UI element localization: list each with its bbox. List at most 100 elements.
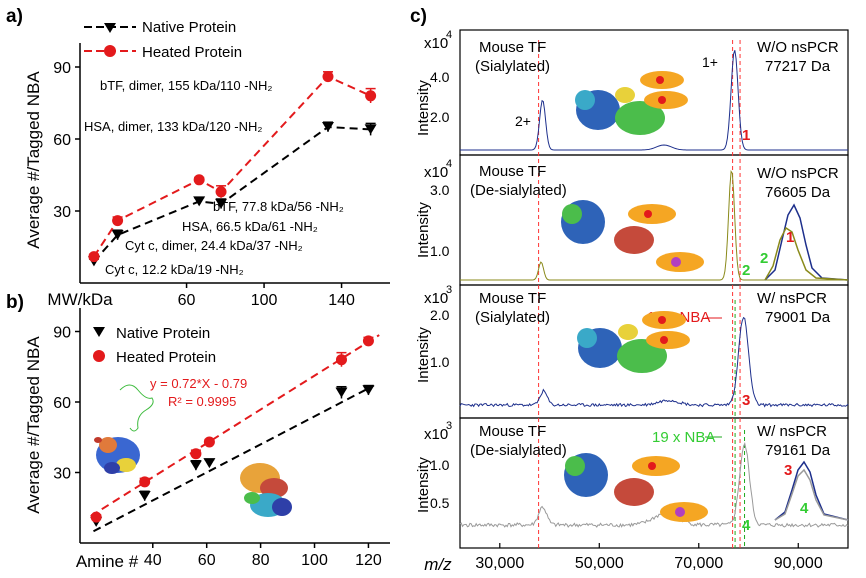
spectrum-4-form: (De-sialylated) [470,442,567,459]
spectrum-3-exponent: 3 [446,284,452,296]
panel-a-legend: Native Protein Heated Protein [84,19,242,61]
annotation-hsa-dimer: HSA, dimer, 133 kDa/120 -NH₂ [84,119,262,134]
spectrum-1-ytick-1: 2.0 [430,109,450,125]
panel-a-axes [79,43,390,284]
panel-b-fit-line-heated [90,334,380,517]
spectrum-2-form: (De-sialylated) [470,182,567,199]
spectrum-3-form: (Sialylated) [475,309,550,326]
spectrum-3-exponent-base: x10 [424,290,448,307]
spectrum-3-ylabel: Intensity [415,327,432,383]
panel-b-xtick-label: 100 [301,552,328,569]
panel-a-point-native [111,230,124,240]
protein-structure-hsa-picture [94,384,154,474]
spectrum-4-trace [459,441,849,528]
panel-b-xtick-label: 120 [355,552,382,569]
panel-a-ytick-label: 60 [53,132,71,149]
panel-b-xtick-label: 40 [144,552,162,569]
panel-b-point-native [203,458,216,469]
panel-c-label: c) [410,6,427,27]
panel-a-point-native [364,124,377,135]
panel-b-point-heated [139,476,151,488]
panel-b-point-heated [190,448,202,460]
spectrum-3-ytick-0: 2.0 [430,307,450,323]
panel-a-ytick-label: 30 [53,204,71,221]
spectrum-4-ytick-0: 1.0 [430,457,450,473]
panel-b-legend-heated: Heated Protein [116,349,216,366]
panel-b-point-native [189,460,202,471]
spectrum-1-condition: W/O nsPCR [757,39,839,56]
spectrum-1-form: (Sialylated) [475,58,550,75]
panel-b-point-native [362,385,375,396]
panel-b-point-heated [362,335,374,347]
panel-a-point-native [193,196,206,207]
panel-b-legend: Native Protein Heated Protein [93,325,216,366]
spectrum-3-mass: 79001 Da [765,309,831,326]
panel-a-label: a) [6,6,23,27]
spectrum-1-sample: Mouse TF [479,39,546,56]
spectrum-4-inset-label-3: 3 [784,462,792,479]
panel-a-xlabel: MW/kDa [47,290,113,309]
panel-b-point-heated [335,354,347,366]
spectrum-2-trace [460,170,848,281]
panel-b-point-native [335,387,348,398]
spectrum-1-charge-2: 2+ [515,113,531,129]
spectrum-2-inset-trace-2 [764,226,849,281]
panel-a-ylabel: Average #/Tagged NBA [24,71,43,249]
spectrum-3-condition: W/ nsPCR [757,290,827,307]
spectrum-2-inset-label-2: 2 [760,250,768,267]
panel-b-label: b) [6,292,24,313]
spectrum-4-number: 4 [742,517,751,534]
spectrum-4-inset-trace-3 [774,460,849,521]
protein-structure-btf-picture [240,463,292,517]
spectrum-4-exponent: 3 [446,420,452,432]
panel-b-plot [90,334,380,533]
annotation-btf-dimer: bTF, dimer, 155 kDa/110 -NH₂ [100,78,272,93]
spectrum-4-ytick-1: 0.5 [430,495,450,511]
panel-c-xticks: 30,000 50,000 70,000 90,000 [475,543,823,572]
spectrum-3-number: 3 [742,392,750,409]
spectrum-4-labels: x10 3 Mouse TF (De-sialylated) 19 x NBA … [415,420,831,534]
panel-b-ytick-label: 90 [53,325,71,342]
panel-a-point-heated [88,251,100,263]
spectrum-4-ylabel: Intensity [415,457,432,513]
mouse-tf-structure-1-picture [575,71,688,135]
spectrum-2-condition: W/O nsPCR [757,165,839,182]
panel-a-plot [87,71,377,267]
panel-a-point-native [322,122,334,132]
spectrum-4-inset-trace-4 [774,468,849,521]
spectrum-4-sample: Mouse TF [479,423,546,440]
spectrum-4-exponent-base: x10 [424,426,448,443]
panel-a-point-heated [215,186,227,198]
spectrum-1-exponent-base: x10 [424,35,448,52]
panel-b-point-native [138,491,151,501]
panel-b-axes [79,308,390,544]
spectrum-2-exponent: 4 [446,158,452,170]
spectrum-3-ytick-1: 1.0 [430,354,450,370]
spectrum-2-mass: 76605 Da [765,184,831,201]
spectrum-1-number: 1 [742,127,750,144]
panel-b-ytick-label: 60 [53,395,71,412]
panel-a-legend-heated: Heated Protein [142,44,242,61]
spectrum-3-labels: x10 3 Mouse TF (Sialylated) 13 x NBA W/ … [415,284,831,409]
panel-b-xlabel: Amine # [76,552,139,571]
annotation-cytc: Cyt c, 12.2 kDa/19 -NH₂ [105,262,244,277]
spectrum-1-ylabel: Intensity [415,80,432,136]
spectrum-3-trace [459,316,849,408]
panel-b-point-heated [203,436,215,448]
annotation-cytc-dimer: Cyt c, dimer, 24.4 kDa/37 -NH₂ [125,238,303,253]
panel-a-legend-native: Native Protein [142,19,236,36]
panel-c-xtick-label: 50,000 [575,555,624,572]
panel-b-ticks: 40 60 80 100 120 30 60 90 [53,325,382,570]
spectrum-4-inset-label-4: 4 [800,500,809,517]
spectrum-2-inset-trace-1 [764,203,849,281]
spectrum-1-charge-1: 1+ [702,54,718,70]
panel-a-point-native [215,198,228,209]
spectrum-2-inset-label-1: 1 [786,229,794,246]
panel-b-xtick-label: 80 [252,552,270,569]
spectrum-1-mass: 77217 Da [765,58,831,75]
spectrum-frame-4 [459,417,849,549]
panel-b-legend-native: Native Protein [116,325,210,342]
panel-a-point-heated [365,90,377,102]
annotation-hsa: HSA, 66.5 kDa/61 -NH₂ [182,219,318,234]
